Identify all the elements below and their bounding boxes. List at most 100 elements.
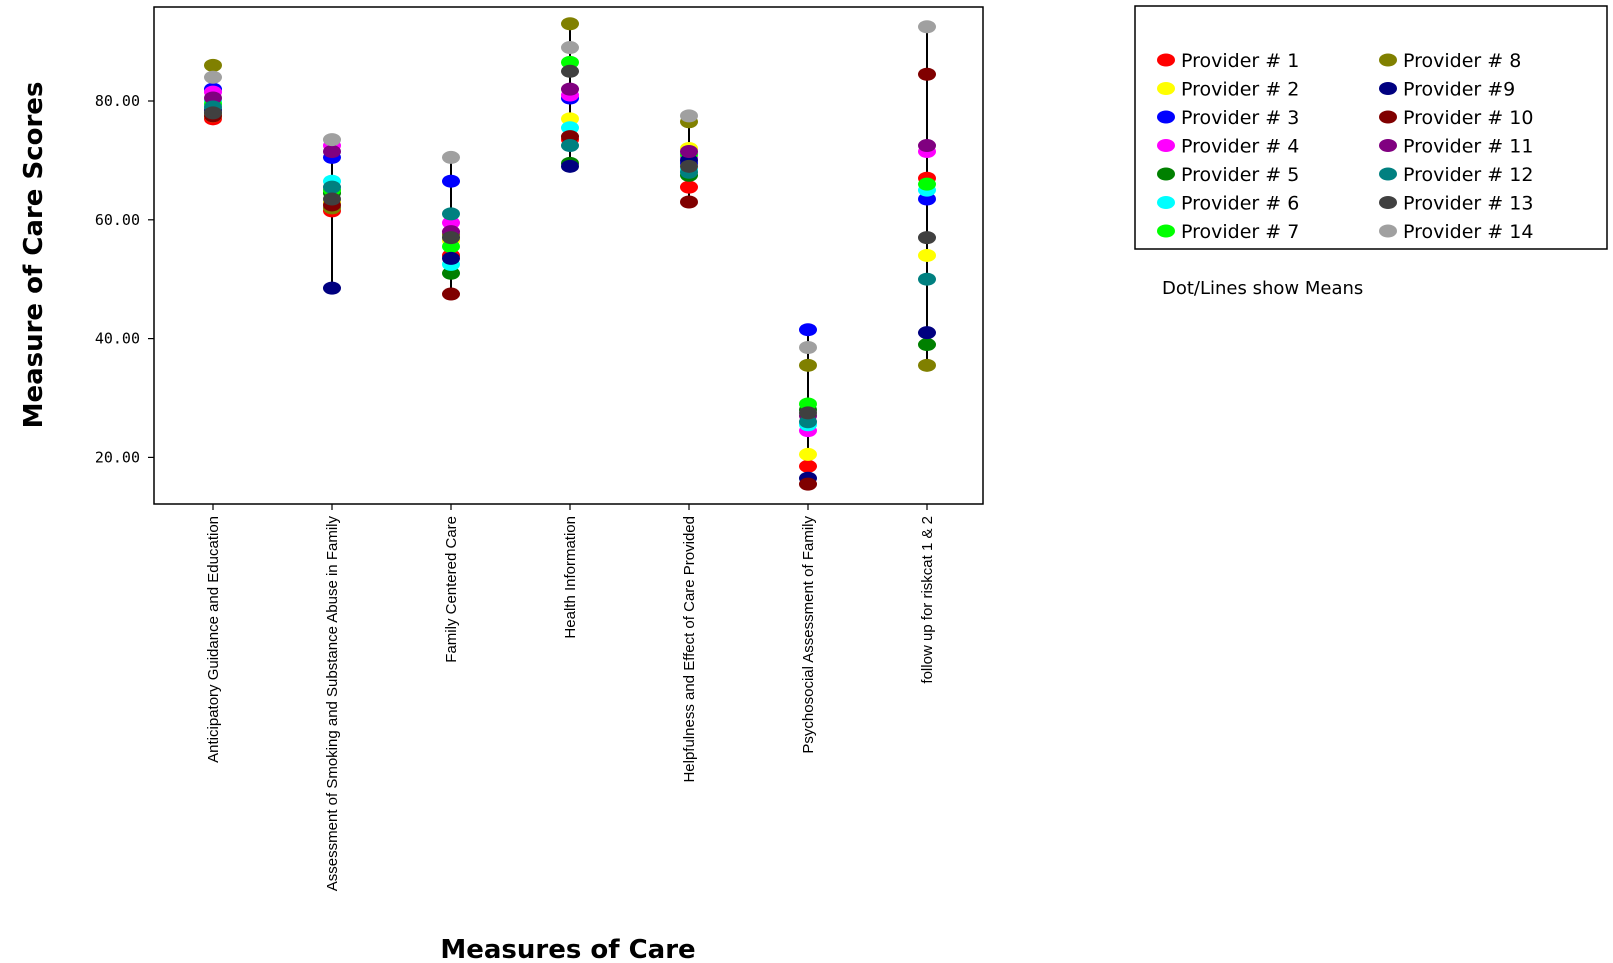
data-point (680, 109, 698, 123)
data-point (442, 216, 460, 230)
data-point (799, 406, 817, 420)
legend-label: Provider # 8 (1403, 50, 1521, 72)
legend-label: Provider # 12 (1403, 164, 1533, 186)
data-point (918, 338, 936, 352)
data-point (799, 415, 817, 429)
plot-area-frame (153, 6, 984, 505)
data-point (323, 192, 341, 206)
x-axis: Anticipatory Guidance and Education Asses… (205, 504, 936, 891)
data-point (561, 55, 579, 69)
legend-marker (1157, 82, 1175, 95)
data-point (323, 144, 341, 158)
data-point (561, 159, 579, 173)
data-point (918, 20, 936, 34)
data-point (918, 67, 936, 81)
legend-marker (1379, 139, 1397, 152)
data-point (918, 177, 936, 191)
legend-marker (1157, 53, 1175, 67)
legend-label: Provider # 1 (1181, 50, 1299, 72)
legend-label: Provider # 5 (1181, 164, 1299, 186)
y-tick-label: 20.00 (95, 448, 140, 466)
y-axis-title: Measure of Care Scores (19, 82, 49, 429)
chart-note: Dot/Lines show Means (1162, 278, 1363, 299)
x-category-label: Health Information (562, 516, 579, 639)
legend-label: Provider # 11 (1403, 136, 1533, 158)
data-point (442, 207, 460, 221)
legend-label: Provider # 3 (1181, 107, 1299, 129)
legend-marker (1157, 224, 1175, 238)
data-point (799, 459, 817, 473)
data-point (442, 251, 460, 265)
data-point (799, 397, 817, 411)
data-point (204, 106, 222, 120)
data-point (918, 248, 936, 262)
data-point (918, 231, 936, 245)
legend-marker (1379, 110, 1397, 124)
legend: Provider # 1 Provider # 2 Provider # 3 Prov… (1157, 50, 1533, 243)
data-point (799, 447, 817, 461)
data-point (561, 82, 579, 96)
data-point (799, 477, 817, 491)
data-point (918, 272, 936, 286)
data-point (799, 323, 817, 337)
data-point (918, 192, 936, 206)
legend-box (1134, 5, 1608, 250)
legend-label: Provider # 2 (1181, 79, 1299, 101)
legend-marker (1379, 82, 1397, 95)
data-point (442, 174, 460, 188)
legend-marker (1379, 196, 1397, 209)
legend-marker (1379, 53, 1397, 67)
data-point (918, 358, 936, 372)
legend-label: Provider # 7 (1181, 221, 1299, 243)
data-point (561, 121, 579, 135)
legend-marker (1157, 196, 1175, 209)
x-category-label: Helpfulness and Effect of Care Provided (681, 516, 698, 783)
data-point (918, 139, 936, 153)
data-point (561, 64, 579, 78)
legend-label: Provider #9 (1403, 79, 1515, 101)
x-category-label: Anticipatory Guidance and Education (205, 516, 222, 763)
data-point (680, 159, 698, 173)
data-point (442, 287, 460, 301)
data-point (323, 133, 341, 147)
data-point (561, 130, 579, 144)
data-point (561, 112, 579, 126)
legend-marker (1379, 167, 1397, 181)
data-point (442, 266, 460, 280)
data-point (680, 144, 698, 158)
data-point (561, 41, 579, 55)
y-tick-label: 60.00 (95, 211, 140, 229)
data-point (204, 58, 222, 72)
x-category-label: follow up for riskcat 1 & 2 (919, 516, 936, 684)
data-point (799, 341, 817, 355)
data-point (799, 358, 817, 372)
data-point (680, 180, 698, 194)
legend-label: Provider # 13 (1403, 193, 1533, 215)
legend-marker (1157, 139, 1175, 152)
legend-label: Provider # 10 (1403, 107, 1533, 129)
data-point (680, 195, 698, 209)
legend-label: Provider # 14 (1403, 221, 1533, 243)
legend-marker (1379, 224, 1397, 238)
y-tick-label: 40.00 (95, 330, 140, 348)
data-point (204, 91, 222, 105)
y-axis: 20.00 40.00 60.00 80.00 (95, 92, 154, 466)
data-point (918, 326, 936, 340)
data-point (561, 17, 579, 31)
x-category-label: Assessment of Smoking and Substance Abus… (324, 516, 341, 892)
data-point (442, 240, 460, 254)
legend-marker (1157, 167, 1175, 181)
data-point (204, 70, 222, 84)
legend-marker (1157, 110, 1175, 124)
data-point (442, 150, 460, 164)
data-point (561, 139, 579, 153)
data-points (204, 17, 936, 491)
legend-label: Provider # 6 (1181, 193, 1299, 215)
legend-label: Provider # 4 (1181, 136, 1299, 158)
data-point (323, 281, 341, 295)
x-category-label: Family Centered Care (443, 516, 460, 663)
data-point (323, 180, 341, 194)
data-point (442, 231, 460, 245)
x-axis-title: Measures of Care (440, 935, 695, 963)
